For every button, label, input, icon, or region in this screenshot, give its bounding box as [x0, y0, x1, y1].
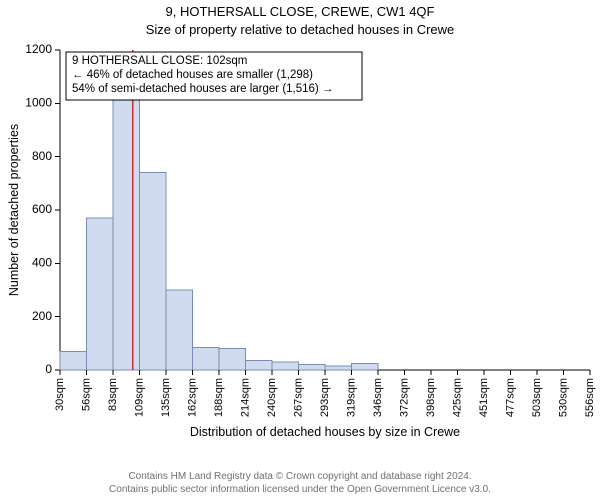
y-tick-label: 800	[32, 149, 52, 163]
histogram-bar	[352, 363, 379, 370]
x-tick-label: 372sqm	[398, 378, 410, 417]
histogram-bar	[299, 365, 326, 370]
plot-area: 0 200 400 600 800 1000 1200 30sqm 56sqm 83sqm 109s…	[7, 42, 596, 439]
info-line: 9 HOTHERSALL CLOSE: 102sqm	[72, 55, 247, 67]
x-tick-label: 109sqm	[133, 378, 145, 417]
x-tick-label: 477sqm	[504, 378, 516, 417]
x-tick-label: 319sqm	[345, 378, 357, 417]
x-tick-label: 56sqm	[80, 378, 92, 411]
x-tick-label: 451sqm	[478, 378, 490, 417]
x-tick-label: 503sqm	[531, 378, 543, 417]
attribution-line: Contains public sector information licen…	[0, 483, 600, 496]
y-tick-label: 1200	[25, 42, 52, 56]
x-tick-label: 293sqm	[319, 378, 331, 417]
x-tick-label: 530sqm	[557, 378, 569, 417]
sub-title: Size of property relative to detached ho…	[0, 22, 600, 37]
info-line: ← 46% of detached houses are smaller (1,…	[72, 69, 313, 81]
x-tick-label: 83sqm	[107, 378, 119, 411]
x-tick-label: 214sqm	[239, 378, 251, 417]
y-tick-label: 400	[32, 256, 52, 270]
x-tick-label: 425sqm	[451, 378, 463, 417]
histogram-bar	[193, 347, 220, 370]
histogram-bar	[246, 361, 273, 370]
x-tick-label: 162sqm	[186, 378, 198, 417]
x-tick-label: 556sqm	[584, 378, 596, 417]
histogram-chart: 0 200 400 600 800 1000 1200 30sqm 56sqm 83sqm 109s…	[0, 40, 600, 450]
main-title: 9, HOTHERSALL CLOSE, CREWE, CW1 4QF	[0, 4, 600, 19]
x-axis-title: Distribution of detached houses by size …	[190, 425, 460, 439]
x-tick-label: 30sqm	[54, 378, 66, 411]
histogram-bar	[140, 173, 167, 370]
y-tick-label: 0	[45, 362, 52, 376]
y-tick-label: 600	[32, 202, 52, 216]
x-tick-label: 267sqm	[292, 378, 304, 417]
x-tick-label: 135sqm	[160, 378, 172, 417]
y-tick-label: 1000	[25, 96, 52, 110]
histogram-bar	[113, 82, 140, 370]
y-tick-label: 200	[32, 309, 52, 323]
x-tick-label: 346sqm	[372, 378, 384, 417]
histogram-bar	[219, 349, 246, 370]
chart-container: 9, HOTHERSALL CLOSE, CREWE, CW1 4QF Size…	[0, 0, 600, 500]
info-line: 54% of semi-detached houses are larger (…	[72, 83, 333, 95]
histogram-bar	[166, 290, 193, 370]
attribution-block: Contains HM Land Registry data © Crown c…	[0, 470, 600, 496]
histogram-bar	[325, 366, 352, 370]
histogram-bar	[87, 218, 114, 370]
histogram-bar	[60, 351, 87, 370]
x-tick-label: 398sqm	[425, 378, 437, 417]
x-tick-label: 240sqm	[266, 378, 278, 417]
histogram-bar	[272, 362, 299, 370]
attribution-line: Contains HM Land Registry data © Crown c…	[0, 470, 600, 483]
y-axis-title: Number of detached properties	[7, 124, 21, 296]
x-tick-label: 188sqm	[213, 378, 225, 417]
